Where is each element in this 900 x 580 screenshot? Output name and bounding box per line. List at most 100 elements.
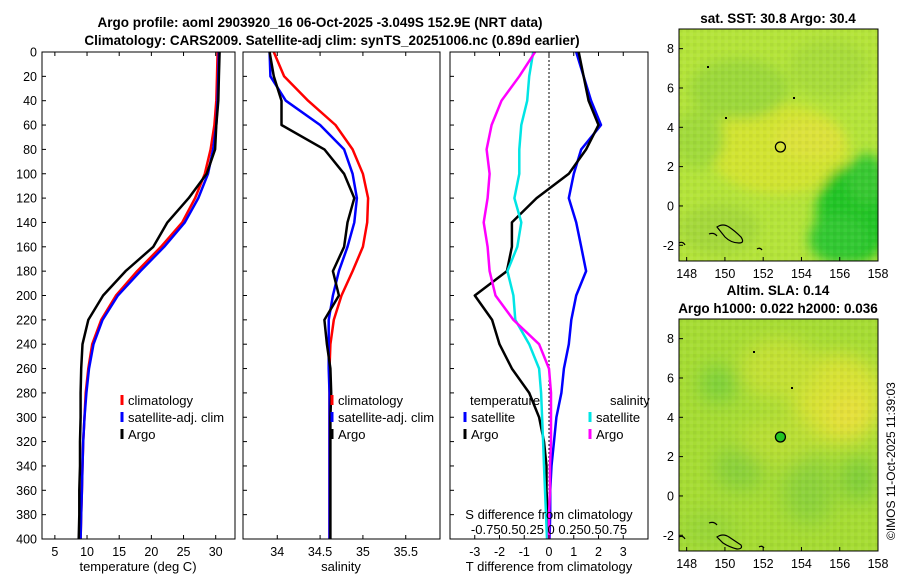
figure-title-line1: Argo profile: aoml 2903920_16 06-Oct-202… [98, 15, 543, 30]
y-tick-label: 0 [30, 46, 37, 60]
lat-tick-label: 6 [667, 371, 674, 385]
lon-tick-label: 152 [753, 267, 774, 281]
sst-map-title: sat. SST: 30.8 Argo: 30.4 [700, 11, 856, 26]
legend-label-argo: Argo [338, 427, 365, 442]
series-line-satellite-adj-clim [79, 52, 221, 539]
lon-tick-label: 156 [829, 557, 850, 571]
legend-label-t-argo: Argo [471, 427, 498, 442]
legend-label-t-satellite: satellite [471, 410, 515, 425]
y-tick-label: 40 [23, 94, 37, 108]
x-tick-label: 25 [177, 545, 191, 559]
y-tick-label: 280 [16, 386, 37, 400]
sst-map: sat. SST: 30.8 Argo: 30.4 [663, 11, 889, 281]
legend-title-salinity: salinity [610, 393, 650, 408]
x-tick-label: 2 [595, 545, 602, 559]
temperature-xlabel: temperature (deg C) [79, 559, 196, 574]
x-tick-label: 20 [144, 545, 158, 559]
series-line-salinity-satellite [506, 52, 549, 539]
figure-title-line2: Climatology: CARS2009. Satellite-adj cli… [84, 33, 579, 48]
legend-label-satellite: satellite-adj. clim [128, 410, 224, 425]
x-tick-label: 15 [112, 545, 126, 559]
y-tick-label: 260 [16, 362, 37, 376]
lon-tick-label: 154 [791, 267, 812, 281]
series-line-argo [77, 52, 221, 539]
legend-label-climatology: climatology [128, 393, 194, 408]
salinity-legend: climatology satellite-adj. clim Argo [330, 393, 434, 442]
y-tick-label: 100 [16, 167, 37, 181]
legend-title-temperature: temperature [470, 393, 540, 408]
x-tick-label: 1 [570, 545, 577, 559]
y-tick-label: 160 [16, 240, 37, 254]
y-tick-label: 220 [16, 313, 37, 327]
difference-panel: -3 -2 -1 0 1 2 3 S difference from climatology… [449, 51, 650, 574]
y-tick-label: 60 [23, 119, 37, 133]
y-tick-label: 380 [16, 508, 37, 522]
sla-map: Altim. SLA: 0.14 Argo h1000: 0.022 h2000… [663, 283, 889, 571]
sla-map-title: Altim. SLA: 0.14 [727, 283, 830, 298]
y-tick-label: 340 [16, 459, 37, 473]
series-line-temperature-satellite [548, 52, 603, 539]
t-difference-xlabel: T difference from climatology [466, 559, 633, 574]
legend-label-argo: Argo [128, 427, 155, 442]
temperature-legend: climatology satellite-adj. clim Argo [120, 393, 224, 442]
x-tick-label: 5 [51, 545, 58, 559]
x-tick-label: 34.5 [308, 545, 332, 559]
x-tick-label: -3 [469, 545, 480, 559]
y-tick-label: 320 [16, 435, 37, 449]
y-tick-label: 360 [16, 484, 37, 498]
lon-tick-label: 148 [676, 267, 697, 281]
series-line-salinity-argo [482, 52, 553, 539]
lon-tick-label: 150 [714, 267, 735, 281]
lat-tick-label: 8 [667, 42, 674, 56]
y-tick-label: 120 [16, 192, 37, 206]
lon-tick-label: 158 [868, 267, 889, 281]
difference-legend: temperature salinity satellite Argo sate… [463, 393, 650, 442]
x-tick-label: 10 [80, 545, 94, 559]
lon-tick-label: 158 [868, 557, 889, 571]
lat-tick-label: -2 [663, 239, 674, 253]
x-tick-label: 34 [270, 545, 284, 559]
temperature-panel: 0 20 40 60 80 100 120 140 160 180 200 220 240 260 280 3… [16, 46, 236, 574]
lat-tick-label: 4 [667, 121, 674, 135]
sla-map-subtitle: Argo h1000: 0.022 h2000: 0.036 [678, 301, 878, 316]
x-tick-label: 0 [546, 545, 553, 559]
imos-credit: ©IMOS 11-Oct-2025 11:39:03 [884, 382, 898, 540]
y-tick-label: 180 [16, 265, 37, 279]
lon-tick-label: 154 [791, 557, 812, 571]
x-tick-label: 35 [356, 545, 370, 559]
series-line-temperature-argo [473, 52, 600, 539]
lat-tick-label: 2 [667, 450, 674, 464]
y-tick-label: 240 [16, 338, 37, 352]
x-tick-label: 35.5 [394, 545, 418, 559]
legend-label-s-satellite: satellite [596, 410, 640, 425]
legend-label-s-argo: Argo [596, 427, 623, 442]
x-tick-label: -1 [519, 545, 530, 559]
salinity-panel: 34 34.5 35 35.5 salinity climatology satell… [242, 51, 441, 574]
x-tick-label: 30 [209, 545, 223, 559]
lon-tick-label: 148 [676, 557, 697, 571]
lon-tick-label: 156 [829, 267, 850, 281]
argo-location-marker [774, 431, 787, 443]
lon-tick-label: 152 [753, 557, 774, 571]
lat-tick-label: 0 [667, 489, 674, 503]
lat-tick-label: 8 [667, 332, 674, 346]
y-tick-label: 80 [23, 143, 37, 157]
x-tick-label: 3 [620, 545, 627, 559]
y-tick-label: 200 [16, 289, 37, 303]
lon-tick-label: 150 [714, 557, 735, 571]
salinity-xlabel: salinity [321, 559, 361, 574]
y-tick-label: 20 [23, 70, 37, 84]
y-tick-label: 400 [16, 533, 37, 547]
x-tick-label: -2 [494, 545, 505, 559]
series-line-climatology [79, 52, 219, 539]
legend-label-satellite: satellite-adj. clim [338, 410, 434, 425]
argo-location-marker [774, 141, 787, 153]
lat-tick-label: 2 [667, 160, 674, 174]
lat-tick-label: 4 [667, 411, 674, 425]
series-line-argo [268, 52, 356, 539]
lat-tick-label: 6 [667, 81, 674, 95]
lat-tick-label: -2 [663, 529, 674, 543]
s-difference-label: S difference from climatology [465, 507, 633, 522]
legend-label-climatology: climatology [338, 393, 404, 408]
